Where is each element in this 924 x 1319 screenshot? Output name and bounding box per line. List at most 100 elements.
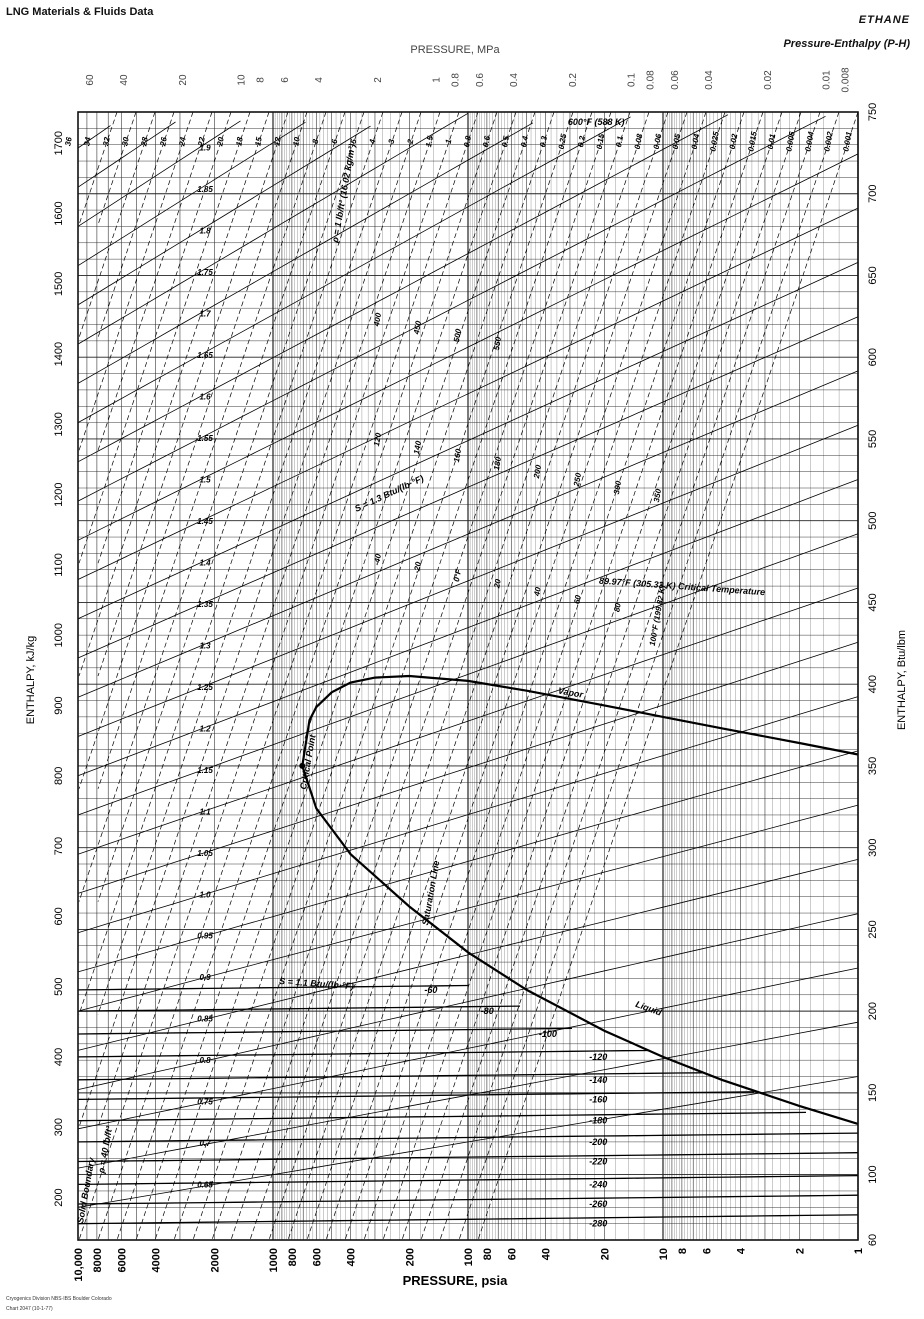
density-line: [97, 111, 213, 451]
x-tick-label: 8: [677, 1248, 689, 1254]
density-label: 0.025: [708, 130, 720, 152]
entropy-line: [77, 153, 859, 541]
density-line: [78, 111, 384, 1015]
density-label: 28: [139, 136, 150, 148]
density-line: [78, 111, 194, 451]
x-tick-label: 800: [287, 1248, 299, 1266]
entropy-line: [77, 122, 534, 384]
density-line: [97, 111, 403, 1015]
fluid-name: ETHANE: [858, 14, 910, 26]
density-label: 0.2: [576, 135, 587, 148]
x-axis-top-title: PRESSURE, MPa: [410, 44, 500, 56]
density-line: [97, 111, 137, 225]
density-line: [78, 111, 422, 1128]
entropy-line: [77, 479, 859, 777]
header-title: LNG Materials & Fluids Data: [6, 6, 154, 18]
entropy-line: [77, 967, 859, 1130]
entropy-line: [77, 125, 371, 306]
isotherm-label: -160: [589, 1094, 607, 1104]
density-line: [135, 111, 517, 1241]
y-left-tick-label: 500: [53, 977, 65, 995]
density-line: [325, 111, 707, 1241]
entropy-label: 0.8: [199, 1056, 211, 1065]
x-top-tick-label: 0.4: [509, 73, 520, 87]
entropy-line: [77, 125, 111, 149]
x-top-tick-label: 0.6: [475, 73, 486, 87]
y-right-tick-label: 60: [867, 1234, 879, 1246]
curve-layer: [77, 111, 859, 1241]
entropy-line: [77, 750, 859, 973]
critical-point-marker: [299, 762, 306, 769]
isotherm-line: [77, 1027, 573, 1035]
entropy-line: [77, 641, 859, 894]
entropy-label: 1.9: [199, 143, 211, 152]
entropy-label: 1.15: [197, 766, 213, 775]
entropy-label: 1.1: [199, 807, 211, 816]
density-label: 34: [82, 136, 93, 147]
density-label: 24: [177, 136, 188, 148]
density-line: [97, 111, 251, 564]
y-left-tick-label: 300: [53, 1118, 65, 1136]
entropy-label: 1.05: [197, 849, 213, 858]
y-right-tick-label: 100: [867, 1165, 879, 1183]
x-tick-label: 10,000: [73, 1248, 85, 1282]
density-label: 0.8: [462, 135, 473, 148]
entropy-label: 0.9: [199, 973, 211, 982]
x-top-tick-label: 60: [85, 74, 96, 86]
density-label: 15: [253, 136, 264, 147]
density-label: 0.006: [784, 130, 796, 152]
x-tick-label: 60: [506, 1248, 518, 1260]
annotation-label: Vapor: [557, 686, 584, 700]
isotherm-label: -60: [424, 985, 437, 995]
temperature-label: 140: [412, 440, 423, 455]
annotation-label: 600°F (588 K): [568, 117, 625, 127]
x-tick-label: 600: [311, 1248, 323, 1266]
density-line: [78, 111, 460, 1241]
temperature-label: 40: [532, 586, 543, 598]
entropy-line: [77, 316, 859, 659]
entropy-line: [77, 804, 859, 1012]
y-left-tick-label: 400: [53, 1048, 65, 1066]
y-right-tick-label: 200: [867, 1002, 879, 1020]
temperature-label: 300: [612, 480, 623, 495]
x-top-tick-label: 10: [237, 74, 248, 86]
isotherm-line: [77, 1214, 859, 1225]
temperature-label: -20: [412, 561, 423, 574]
entropy-line: [77, 859, 859, 1051]
x-tick-label: 20: [599, 1248, 611, 1260]
density-line: [116, 111, 498, 1241]
x-tick-label: 4: [736, 1247, 748, 1254]
entropy-line: [77, 370, 859, 698]
y-left-tick-label: 1700: [53, 131, 65, 155]
density-label: 2: [406, 138, 416, 145]
x-tick-label: 8000: [92, 1248, 104, 1272]
entropy-line: [77, 112, 469, 345]
density-line: [78, 111, 118, 225]
entropy-label: 1.75: [197, 268, 213, 277]
x-top-tick-label: 0.04: [704, 70, 715, 90]
entropy-label: 0.7: [199, 1139, 211, 1148]
y-left-tick-label: 900: [53, 696, 65, 714]
x-top-tick-label: 0.01: [822, 70, 833, 90]
temperature-label: 450: [412, 320, 423, 336]
x-top-tick-label: 40: [119, 74, 130, 86]
x-top-tick-label: 8: [255, 77, 266, 83]
entropy-label: 1.85: [197, 185, 213, 194]
density-line: [97, 111, 441, 1128]
entropy-label: 1.55: [197, 434, 213, 443]
density-label: 0.001: [841, 130, 853, 152]
x-top-tick-label: 0.06: [670, 70, 681, 90]
temperature-label: 350: [652, 488, 663, 503]
temperature-label: -40: [372, 553, 383, 566]
x-top-tick-label: 0.2: [568, 73, 579, 87]
entropy-line: [77, 262, 859, 620]
x-tick-label: 10: [658, 1248, 670, 1260]
x-top-tick-label: 2: [373, 77, 384, 83]
annotation-label: S = 1.3 Btu/(lb·°F): [353, 473, 425, 514]
entropy-line: [77, 116, 631, 423]
density-line: [287, 111, 669, 1241]
density-line: [477, 111, 859, 1241]
entropy-line: [77, 1021, 859, 1169]
density-label: 0.015: [746, 130, 758, 152]
